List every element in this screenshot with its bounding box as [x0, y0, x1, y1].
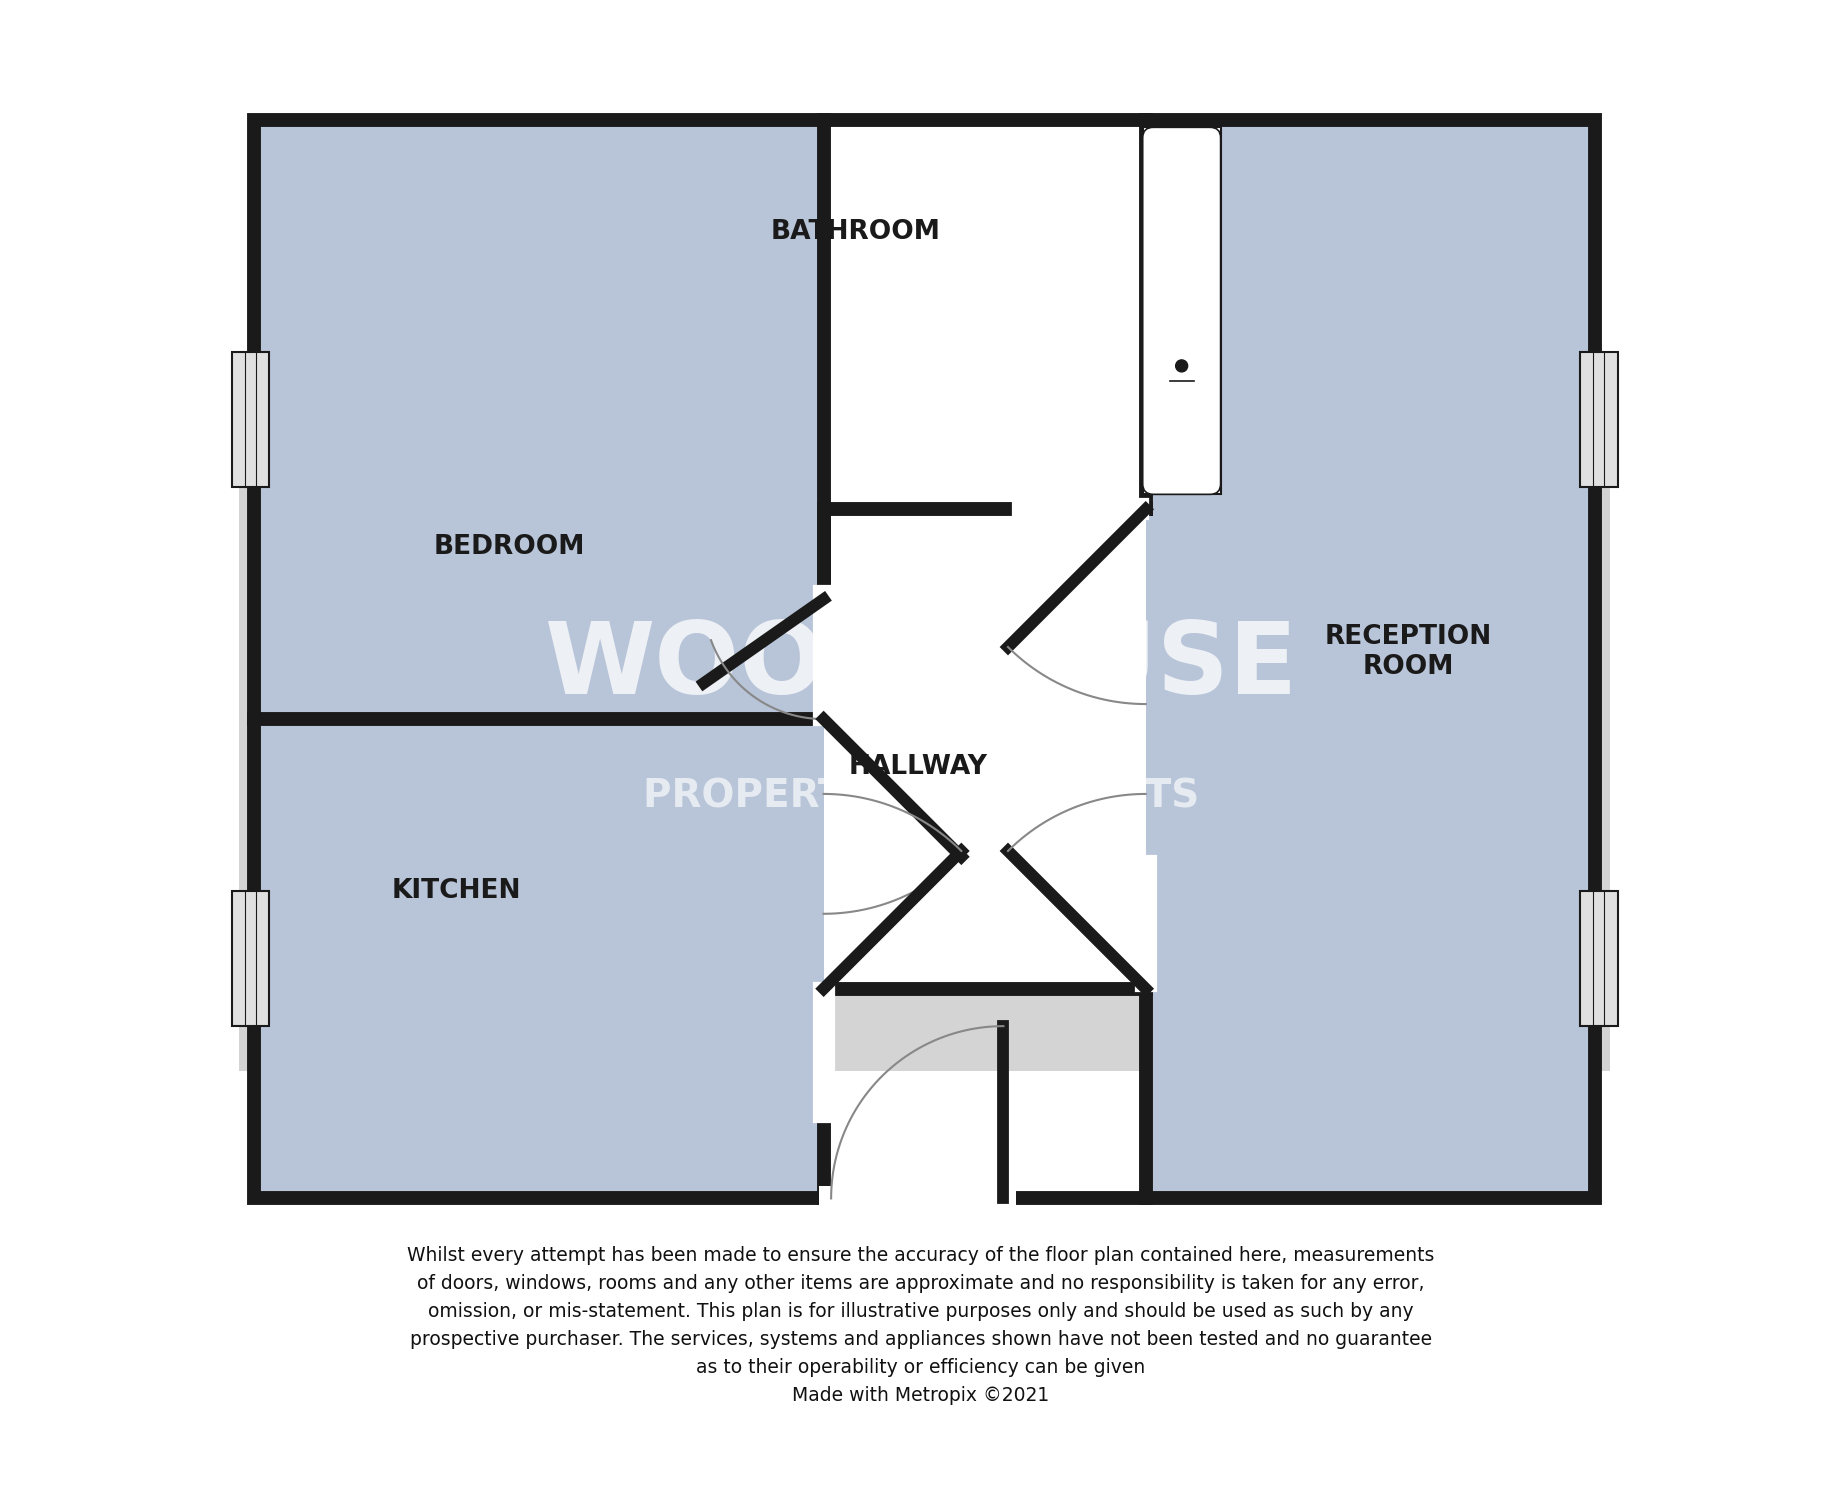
- Circle shape: [1175, 360, 1188, 372]
- FancyBboxPatch shape: [1142, 127, 1221, 494]
- Bar: [823, 509, 1146, 989]
- Bar: [254, 719, 823, 1198]
- Text: RECEPTION
ROOM: RECEPTION ROOM: [1324, 623, 1492, 680]
- Bar: [232, 891, 269, 1026]
- Bar: [254, 719, 823, 1198]
- Bar: [1580, 352, 1617, 487]
- Bar: [239, 367, 1610, 1071]
- Text: Whilst every attempt has been made to ensure the accuracy of the floor plan cont: Whilst every attempt has been made to en…: [407, 1246, 1435, 1405]
- Text: HALLWAY: HALLWAY: [849, 753, 987, 780]
- Bar: [823, 120, 1146, 509]
- Text: PROPERTY CONSULTANTS: PROPERTY CONSULTANTS: [643, 777, 1199, 816]
- Bar: [1142, 127, 1221, 494]
- Bar: [254, 120, 823, 719]
- Bar: [232, 352, 269, 487]
- Bar: [254, 120, 1595, 1198]
- Text: BATHROOM: BATHROOM: [770, 219, 939, 246]
- Bar: [1146, 120, 1595, 1198]
- Bar: [254, 120, 823, 719]
- Bar: [1146, 120, 1595, 1198]
- Text: KITCHEN: KITCHEN: [392, 878, 521, 905]
- Bar: [823, 509, 1146, 989]
- Text: BEDROOM: BEDROOM: [433, 533, 584, 560]
- Bar: [1580, 891, 1617, 1026]
- Text: WOODHOUSE: WOODHOUSE: [545, 619, 1297, 715]
